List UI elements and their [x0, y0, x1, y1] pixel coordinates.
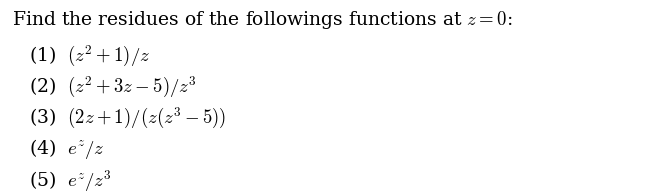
Text: (5)  $e^z/z^3$: (5) $e^z/z^3$: [29, 168, 112, 194]
Text: (4)  $e^z/z$: (4) $e^z/z$: [29, 137, 105, 161]
Text: (2)  $(z^2 + 3z - 5)/z^3$: (2) $(z^2 + 3z - 5)/z^3$: [29, 75, 197, 100]
Text: (1)  $(z^2 + 1)/z$: (1) $(z^2 + 1)/z$: [29, 44, 151, 69]
Text: Find the residues of the followings functions at $z = 0$:: Find the residues of the followings func…: [12, 9, 512, 31]
Text: (3)  $(2z + 1)/(z(z^3 - 5))$: (3) $(2z + 1)/(z(z^3 - 5))$: [29, 106, 226, 131]
